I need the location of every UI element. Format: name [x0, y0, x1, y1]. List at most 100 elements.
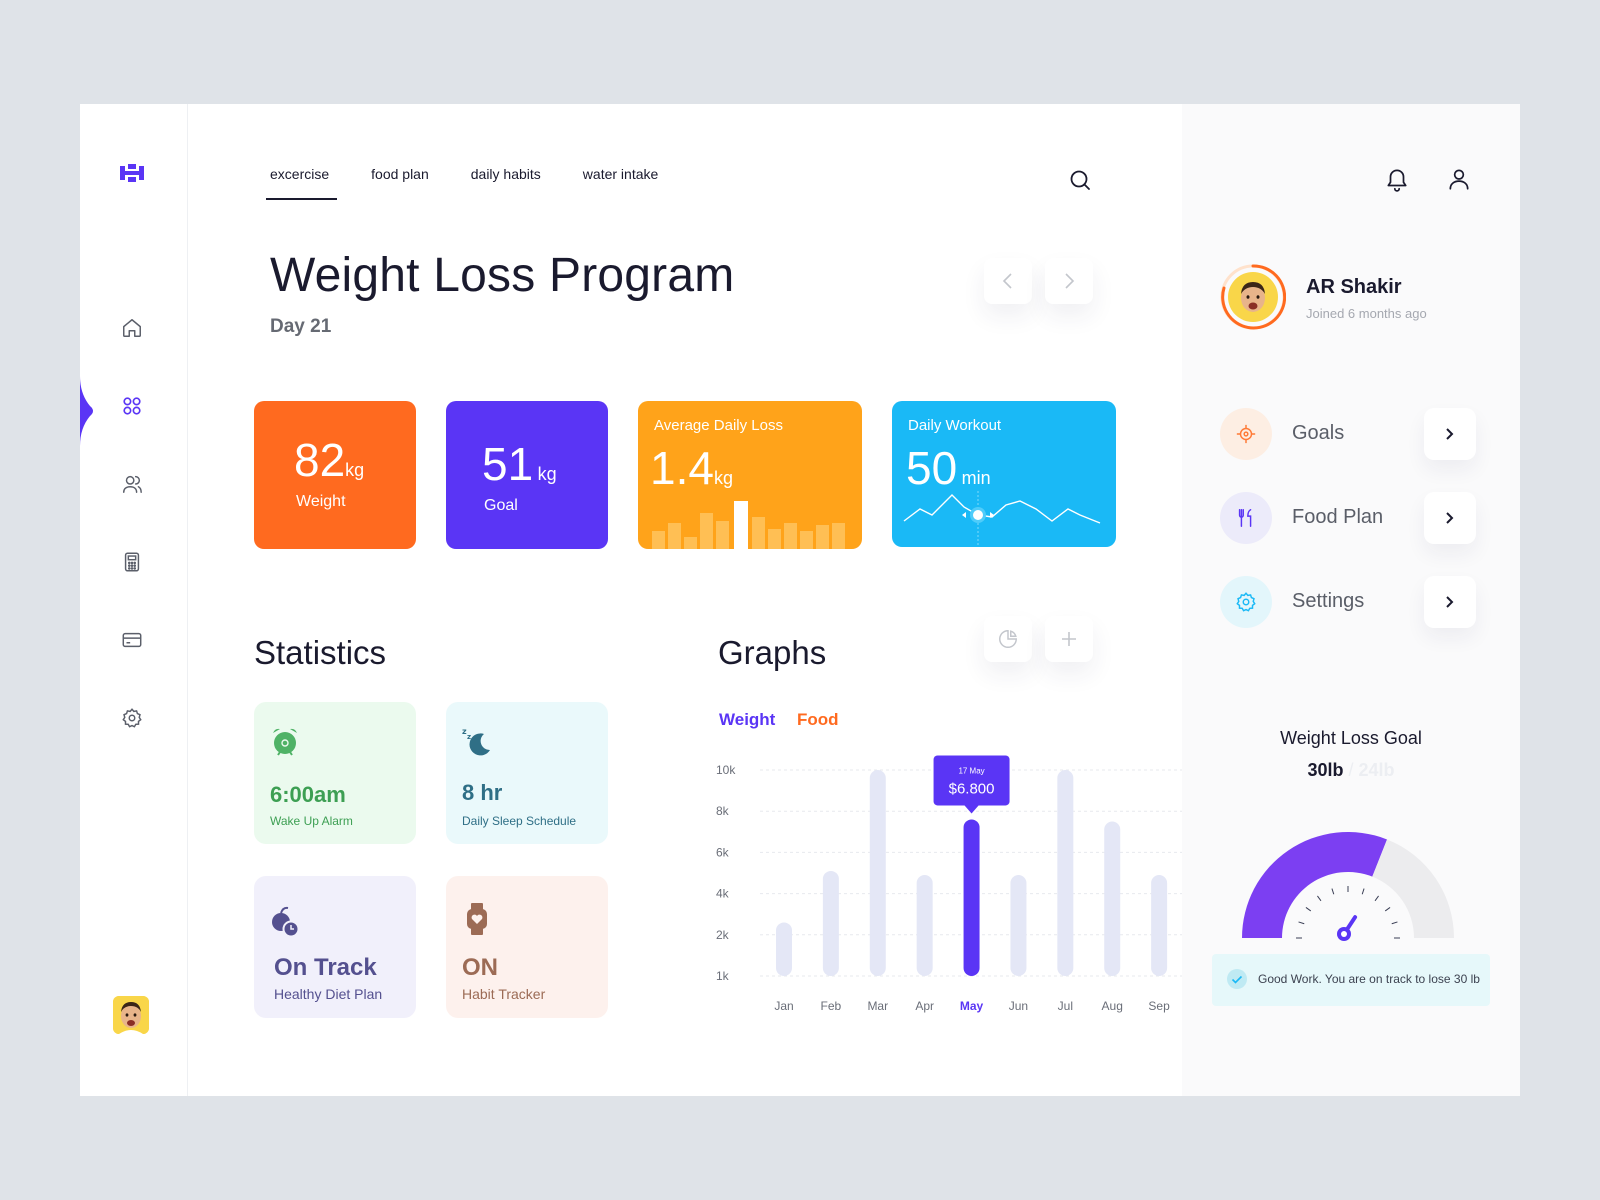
sleep-moon-icon: z z: [462, 727, 490, 756]
gear-icon: [1220, 576, 1272, 628]
search-icon[interactable]: [1068, 168, 1092, 192]
stat-card-diet[interactable]: On Track Healthy Diet Plan: [254, 876, 416, 1018]
stat-label-sleep: Daily Sleep Schedule: [462, 814, 577, 828]
workout-value: 50: [906, 442, 958, 494]
next-button[interactable]: [1045, 258, 1093, 304]
check-circle-icon: [1227, 969, 1247, 989]
stat-card-habit[interactable]: ON Habit Tracker: [446, 876, 608, 1018]
bar-chart: 10k 8k 6k 4k 2k 1k Jan Feb Mar Apr May 17 May $6.800…: [716, 755, 1192, 1013]
tooltip-value: $6.800: [949, 780, 995, 797]
users-icon[interactable]: [120, 472, 144, 496]
credit-card-icon[interactable]: [120, 628, 144, 652]
tooltip: [933, 755, 1010, 806]
x-tick-label: May: [960, 999, 984, 1013]
prev-button[interactable]: [984, 258, 1032, 304]
gauge-remaining-arc: [1372, 839, 1454, 938]
user-icon[interactable]: [1446, 166, 1472, 192]
chevron-right-icon: [1446, 512, 1454, 524]
weight-label: Weight: [296, 493, 346, 510]
statistics-title: Statistics: [254, 634, 387, 671]
goal-current: 30lb: [1307, 760, 1344, 780]
bar-feb[interactable]: [822, 870, 839, 976]
tab-water-intake[interactable]: water intake: [582, 166, 659, 182]
menu-item-goals[interactable]: Goals: [1220, 406, 1482, 462]
avg-loss-title: Average Daily Loss: [654, 417, 783, 434]
gauge-tick: [1391, 921, 1398, 925]
stat-card-sleep[interactable]: z z 8 hr Daily Sleep Schedule: [446, 702, 608, 844]
dashboard-icon[interactable]: [120, 394, 144, 418]
bar-sep[interactable]: [1151, 875, 1168, 976]
calculator-icon[interactable]: [120, 550, 144, 574]
tooltip-pointer: [964, 805, 979, 814]
stat-value-diet: On Track: [274, 954, 377, 981]
tab-food-plan[interactable]: food plan: [371, 166, 429, 182]
bar-jan[interactable]: [776, 922, 792, 976]
bar-apr[interactable]: [916, 875, 933, 976]
goal-value: 51: [482, 438, 534, 490]
food-plan-arrow-button[interactable]: [1424, 492, 1476, 544]
avatar[interactable]: [113, 996, 149, 1034]
home-icon[interactable]: [120, 316, 144, 340]
alarm-clock-icon: [273, 728, 297, 756]
right-panel: AR Shakir Joined 6 months ago Goals Food…: [1182, 104, 1520, 1096]
y-tick-label: 6k: [716, 845, 730, 859]
chart-type-button[interactable]: [984, 616, 1032, 662]
bar-jul[interactable]: [1057, 770, 1074, 976]
x-tick-label: Mar: [867, 999, 888, 1013]
weight-unit: kg: [345, 460, 365, 480]
graphs-title: Graphs: [718, 634, 827, 671]
gauge-tick: [1384, 907, 1391, 912]
gauge-progress-arc: [1242, 832, 1388, 938]
y-tick-label: 8k: [716, 804, 730, 818]
legend-food[interactable]: Food: [797, 710, 839, 729]
settings-arrow-button[interactable]: [1424, 576, 1476, 628]
add-graph-button[interactable]: [1045, 616, 1093, 662]
legend-weight[interactable]: Weight: [719, 710, 776, 729]
settings-icon[interactable]: [120, 706, 144, 730]
goal-gauge: [1242, 832, 1454, 941]
page-title: Weight Loss Program: [270, 249, 735, 302]
bar-mar[interactable]: [869, 770, 886, 976]
stat-card-wake-up[interactable]: 6:00am Wake Up Alarm: [254, 702, 416, 844]
workout-sparkline: [903, 491, 1101, 547]
bell-icon[interactable]: [1384, 166, 1410, 192]
menu-item-settings[interactable]: Settings: [1220, 574, 1482, 630]
tab-daily-habits[interactable]: daily habits: [470, 166, 541, 182]
profile-avatar[interactable]: [1220, 264, 1286, 330]
smartwatch-icon: [467, 903, 487, 935]
stat-value-wake-up: 6:00am: [270, 782, 346, 807]
gauge-tick: [1361, 888, 1365, 895]
avg-loss-card[interactable]: Average Daily Loss 1.4kg: [638, 401, 862, 549]
x-tick-label: Jul: [1058, 999, 1073, 1013]
goal-unit: kg: [537, 464, 557, 484]
menu-item-food-plan[interactable]: Food Plan: [1220, 490, 1482, 546]
stat-label-diet: Healthy Diet Plan: [274, 986, 383, 1002]
gauge-needle-center: [1341, 931, 1347, 937]
menu-label-food-plan: Food Plan: [1292, 506, 1384, 528]
fork-knife-icon: [1220, 492, 1272, 544]
chevron-left-icon: [1002, 273, 1012, 289]
status-message-text: Good Work. You are on track to lose 30 l…: [1258, 972, 1480, 986]
x-tick-label: Feb: [821, 999, 842, 1013]
goal-card[interactable]: 51 kg Goal: [446, 401, 608, 549]
workout-card[interactable]: Daily Workout 50 min: [892, 401, 1116, 547]
goals-arrow-button[interactable]: [1424, 408, 1476, 460]
logo-icon[interactable]: [120, 164, 144, 182]
gauge-tick: [1317, 895, 1322, 902]
tab-excercise[interactable]: excercise: [265, 166, 338, 200]
stat-label-wake-up: Wake Up Alarm: [270, 814, 353, 828]
bar-jun[interactable]: [1010, 875, 1027, 976]
weight-card[interactable]: 82kg Weight: [254, 401, 416, 549]
y-tick-label: 2k: [716, 928, 730, 942]
status-message: Good Work. You are on track to lose 30 l…: [1212, 954, 1490, 1006]
plus-icon: [1062, 632, 1076, 646]
bar-may[interactable]: [963, 819, 980, 976]
day-counter: Day 21: [270, 316, 332, 337]
goal-label: Goal: [484, 497, 518, 514]
bar-aug[interactable]: [1104, 821, 1121, 977]
active-indicator: [80, 376, 93, 446]
top-tabs: excercise food plan daily habits water i…: [265, 166, 700, 200]
gauge-tick: [1305, 907, 1312, 912]
y-tick-label: 10k: [716, 763, 736, 777]
x-tick-label: Jun: [1009, 999, 1028, 1013]
